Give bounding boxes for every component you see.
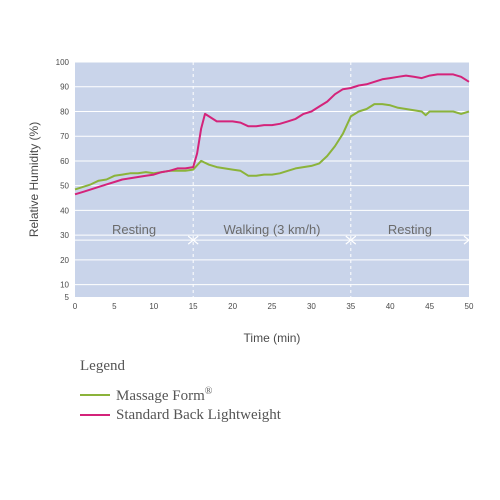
x-tick-label: 35 [346,302,355,311]
grid-lines [75,61,469,286]
y-tick-label: 30 [60,231,69,240]
plot-background [75,62,469,297]
legend-swatch-standard-back [80,414,110,416]
y-tick-label: 60 [60,157,69,166]
y-tick-label: 20 [60,256,69,265]
y-tick-label: 90 [60,83,69,92]
phase-label: Resting [112,222,156,237]
phase-labels: Resting Walking (3 km/h) Resting [75,222,470,245]
y-axis-label: Relative Humidity (%) [27,122,41,237]
trademark-symbol: ® [204,385,213,397]
legend-item-standard-back: Standard Back Lightweight [80,405,281,425]
y-tick-label: 80 [60,107,69,116]
x-tick-label: 5 [112,302,117,311]
phase-arrow-head [463,235,470,245]
x-tick-label: 25 [268,302,277,311]
y-tick-label: 100 [56,58,70,67]
x-tick-label: 50 [465,302,474,311]
phase-arrow-head [192,235,199,245]
series-lines [74,73,470,196]
x-tick-label: 45 [425,302,434,311]
y-tick-label: 50 [60,182,69,191]
series-line-1 [74,73,470,196]
legend-label-standard-back: Standard Back Lightweight [116,406,281,423]
y-tick-label: 10 [60,281,69,290]
y-tick-label: 40 [60,206,69,215]
legend-label-massage-form: Massage Form [116,387,205,404]
x-tick-label: 0 [73,302,78,311]
legend-swatch-massage-form [80,394,110,396]
x-tick-label: 15 [189,302,198,311]
series-line-0 [74,103,470,191]
x-axis-label: Time (min) [244,331,301,345]
phase-label: Resting [388,222,432,237]
y-tick-label: 5 [65,293,70,302]
x-tick-label: 30 [307,302,316,311]
humidity-chart: Resting Walking (3 km/h) Resting 5 10 20 30 40… [27,58,474,345]
legend-title: Legend [80,358,125,374]
legend-item-massage-form: Massage Form® [80,385,281,405]
x-tick-label: 40 [386,302,395,311]
phase-label: Walking (3 km/h) [223,222,320,237]
phase-arrow-head [349,235,357,245]
legend: Legend Massage Form® Standard Back Light… [80,358,281,425]
x-tick-label: 10 [149,302,158,311]
y-tick-label: 70 [60,132,69,141]
x-tick-label: 20 [228,302,237,311]
